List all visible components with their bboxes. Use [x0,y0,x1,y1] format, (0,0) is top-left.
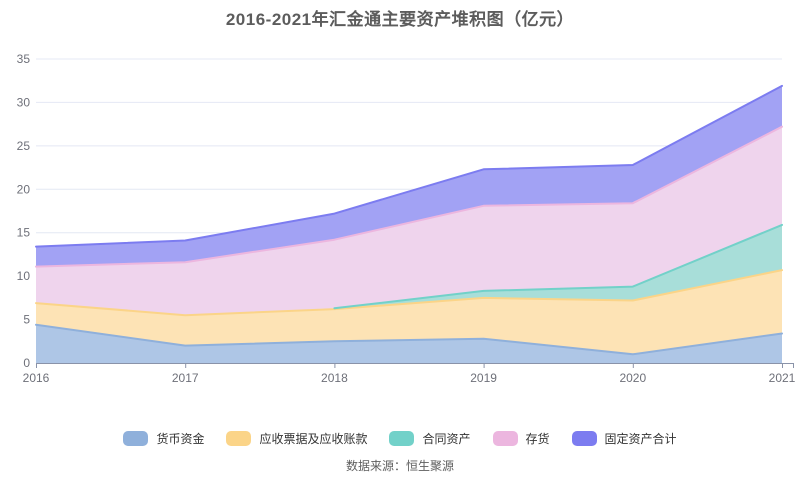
legend-swatch-icon [571,431,597,446]
legend-item-3[interactable]: 存货 [492,430,550,447]
series-area-4 [36,85,782,267]
legend-label: 固定资产合计 [604,432,677,446]
x-axis-label: 2019 [470,371,497,385]
x-axis-label: 2020 [619,371,646,385]
x-axis [36,363,794,368]
series-line-2 [333,223,783,310]
x-axis-label: 2018 [321,371,348,385]
y-axis-label: 0 [23,356,30,370]
legend-label: 货币资金 [156,432,205,446]
chart-title: 2016-2021年汇金通主要资产堆积图（亿元） [225,10,575,29]
legend-item-1[interactable]: 应收票据及应收账款 [226,430,367,447]
legend-swatch-icon [492,431,518,446]
chart-legend: 货币资金 应收票据及应收账款 合同资产 存货 固定资产合计 [0,430,800,447]
series-area-2 [334,224,782,310]
legend-label: 合同资产 [422,432,471,446]
x-axis-labels: 2016 2017 2018 2019 2020 2021 [23,371,796,385]
series-area-0 [36,324,782,363]
y-axis-label: 10 [17,269,31,283]
y-axis-labels: 0 5 10 15 20 25 30 35 [17,52,31,370]
y-axis-label: 30 [17,95,31,109]
stacked-area-chart: 0 5 10 15 20 25 30 35 2016 2017 2018 2019 2020 2021 [17,52,796,385]
legend-label: 存货 [525,432,550,446]
legend-item-4[interactable]: 固定资产合计 [571,430,677,447]
y-axis-label: 15 [17,226,31,240]
series-line-0 [35,323,783,356]
legend-swatch-icon [123,431,149,446]
series-line-1 [35,269,783,317]
data-source: 数据来源：恒生聚源 [345,459,454,473]
series-areas [36,85,782,363]
series-area-3 [36,126,782,316]
y-axis-label: 20 [17,182,31,196]
series-line-4 [35,84,783,248]
legend-label: 应收票据及应收账款 [259,432,368,446]
series-lines [35,84,783,356]
legend-item-2[interactable]: 合同资产 [389,430,471,447]
x-axis-label: 2021 [769,371,796,385]
y-axis-label: 25 [17,139,31,153]
y-axis-label: 5 [23,313,30,327]
x-axis-label: 2016 [23,371,50,385]
legend-item-0[interactable]: 货币资金 [123,430,204,447]
legend-swatch-icon [226,431,252,446]
series-area-1 [36,270,782,355]
legend-swatch-icon [389,431,415,446]
x-axis-label: 2017 [172,371,199,385]
series-line-3 [35,125,783,268]
y-axis-label: 35 [17,52,31,66]
